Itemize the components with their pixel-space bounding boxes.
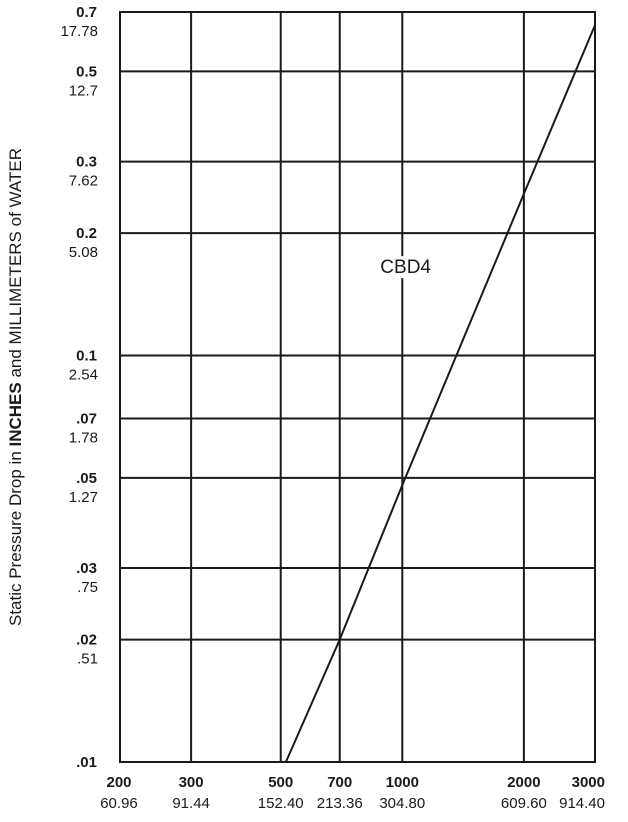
annotation-backdrop xyxy=(377,256,434,279)
y-tick-label-mm: 1.78 xyxy=(69,429,98,446)
x-tick-label-primary: 300 xyxy=(179,774,204,791)
y-tick-label-mm: .51 xyxy=(77,651,98,668)
y-tick-label-inches: 0.3 xyxy=(76,154,97,171)
x-tick-label-primary: 3000 xyxy=(572,774,605,791)
y-tick-label-mm: .75 xyxy=(77,579,98,596)
y-tick-label-inches: 0.1 xyxy=(76,348,97,365)
y-tick-label-inches: 0.5 xyxy=(76,63,97,80)
y-axis-label: Static Pressure Drop in INCHES and MILLI… xyxy=(6,148,25,626)
x-tick-label-secondary: 213.36 xyxy=(317,795,363,812)
grid-lines xyxy=(119,11,596,763)
y-tick-label-inches: 0.2 xyxy=(76,225,97,242)
x-tick-label-primary: 200 xyxy=(106,774,131,791)
x-tick-label-secondary: 60.96 xyxy=(100,795,138,812)
series-annotation-label: CBD4 xyxy=(380,257,431,278)
y-tick-label-inches: .05 xyxy=(76,470,97,487)
series-lines xyxy=(284,24,596,763)
y-tick-label-mm: 5.08 xyxy=(69,244,98,261)
x-tick-label-primary: 2000 xyxy=(507,774,540,791)
y-tick-label-mm: 12.7 xyxy=(69,82,98,99)
plot-frame xyxy=(119,11,596,763)
y-tick-label-mm: 1.27 xyxy=(69,489,98,506)
y-tick-label-inches: 0.7 xyxy=(76,4,97,21)
series-line-cbd4 xyxy=(284,24,596,763)
chart-annotations: CBD4 xyxy=(377,256,434,279)
x-tick-label-secondary: 152.40 xyxy=(258,795,304,812)
y-axis-label-suffix: and MILLIMETERS of WATER xyxy=(6,148,25,382)
x-axis-tick-labels: 200 60.96 300 91.44 500 152.40 700 213.36 1000 30… xyxy=(100,774,605,812)
y-tick-label-inches: .01 xyxy=(76,754,97,771)
x-tick-label-primary: 1000 xyxy=(386,774,419,791)
y-tick-label-inches: .03 xyxy=(76,560,97,577)
x-tick-label-secondary: 609.60 xyxy=(501,795,547,812)
y-tick-label-mm: 2.54 xyxy=(69,367,98,384)
y-tick-label-mm: 7.62 xyxy=(69,173,98,190)
y-tick-label-inches: .02 xyxy=(76,632,97,649)
y-tick-label-mm: 17.78 xyxy=(60,23,98,40)
y-axis-tick-labels: .01 .02 .51 .03 .75 .05 1.27 .07 1.78 0.1 2.54 0.2 5… xyxy=(60,4,98,771)
x-tick-label-primary: 500 xyxy=(268,774,293,791)
x-tick-label-secondary: 914.40 xyxy=(559,795,605,812)
x-tick-label-secondary: 304.80 xyxy=(379,795,425,812)
x-tick-label-secondary: 91.44 xyxy=(172,795,210,812)
y-tick-label-inches: .07 xyxy=(76,410,97,427)
x-tick-label-primary: 700 xyxy=(327,774,352,791)
y-axis-label-bold: INCHES xyxy=(6,382,25,446)
y-axis-label-prefix: Static Pressure Drop in xyxy=(6,447,25,627)
